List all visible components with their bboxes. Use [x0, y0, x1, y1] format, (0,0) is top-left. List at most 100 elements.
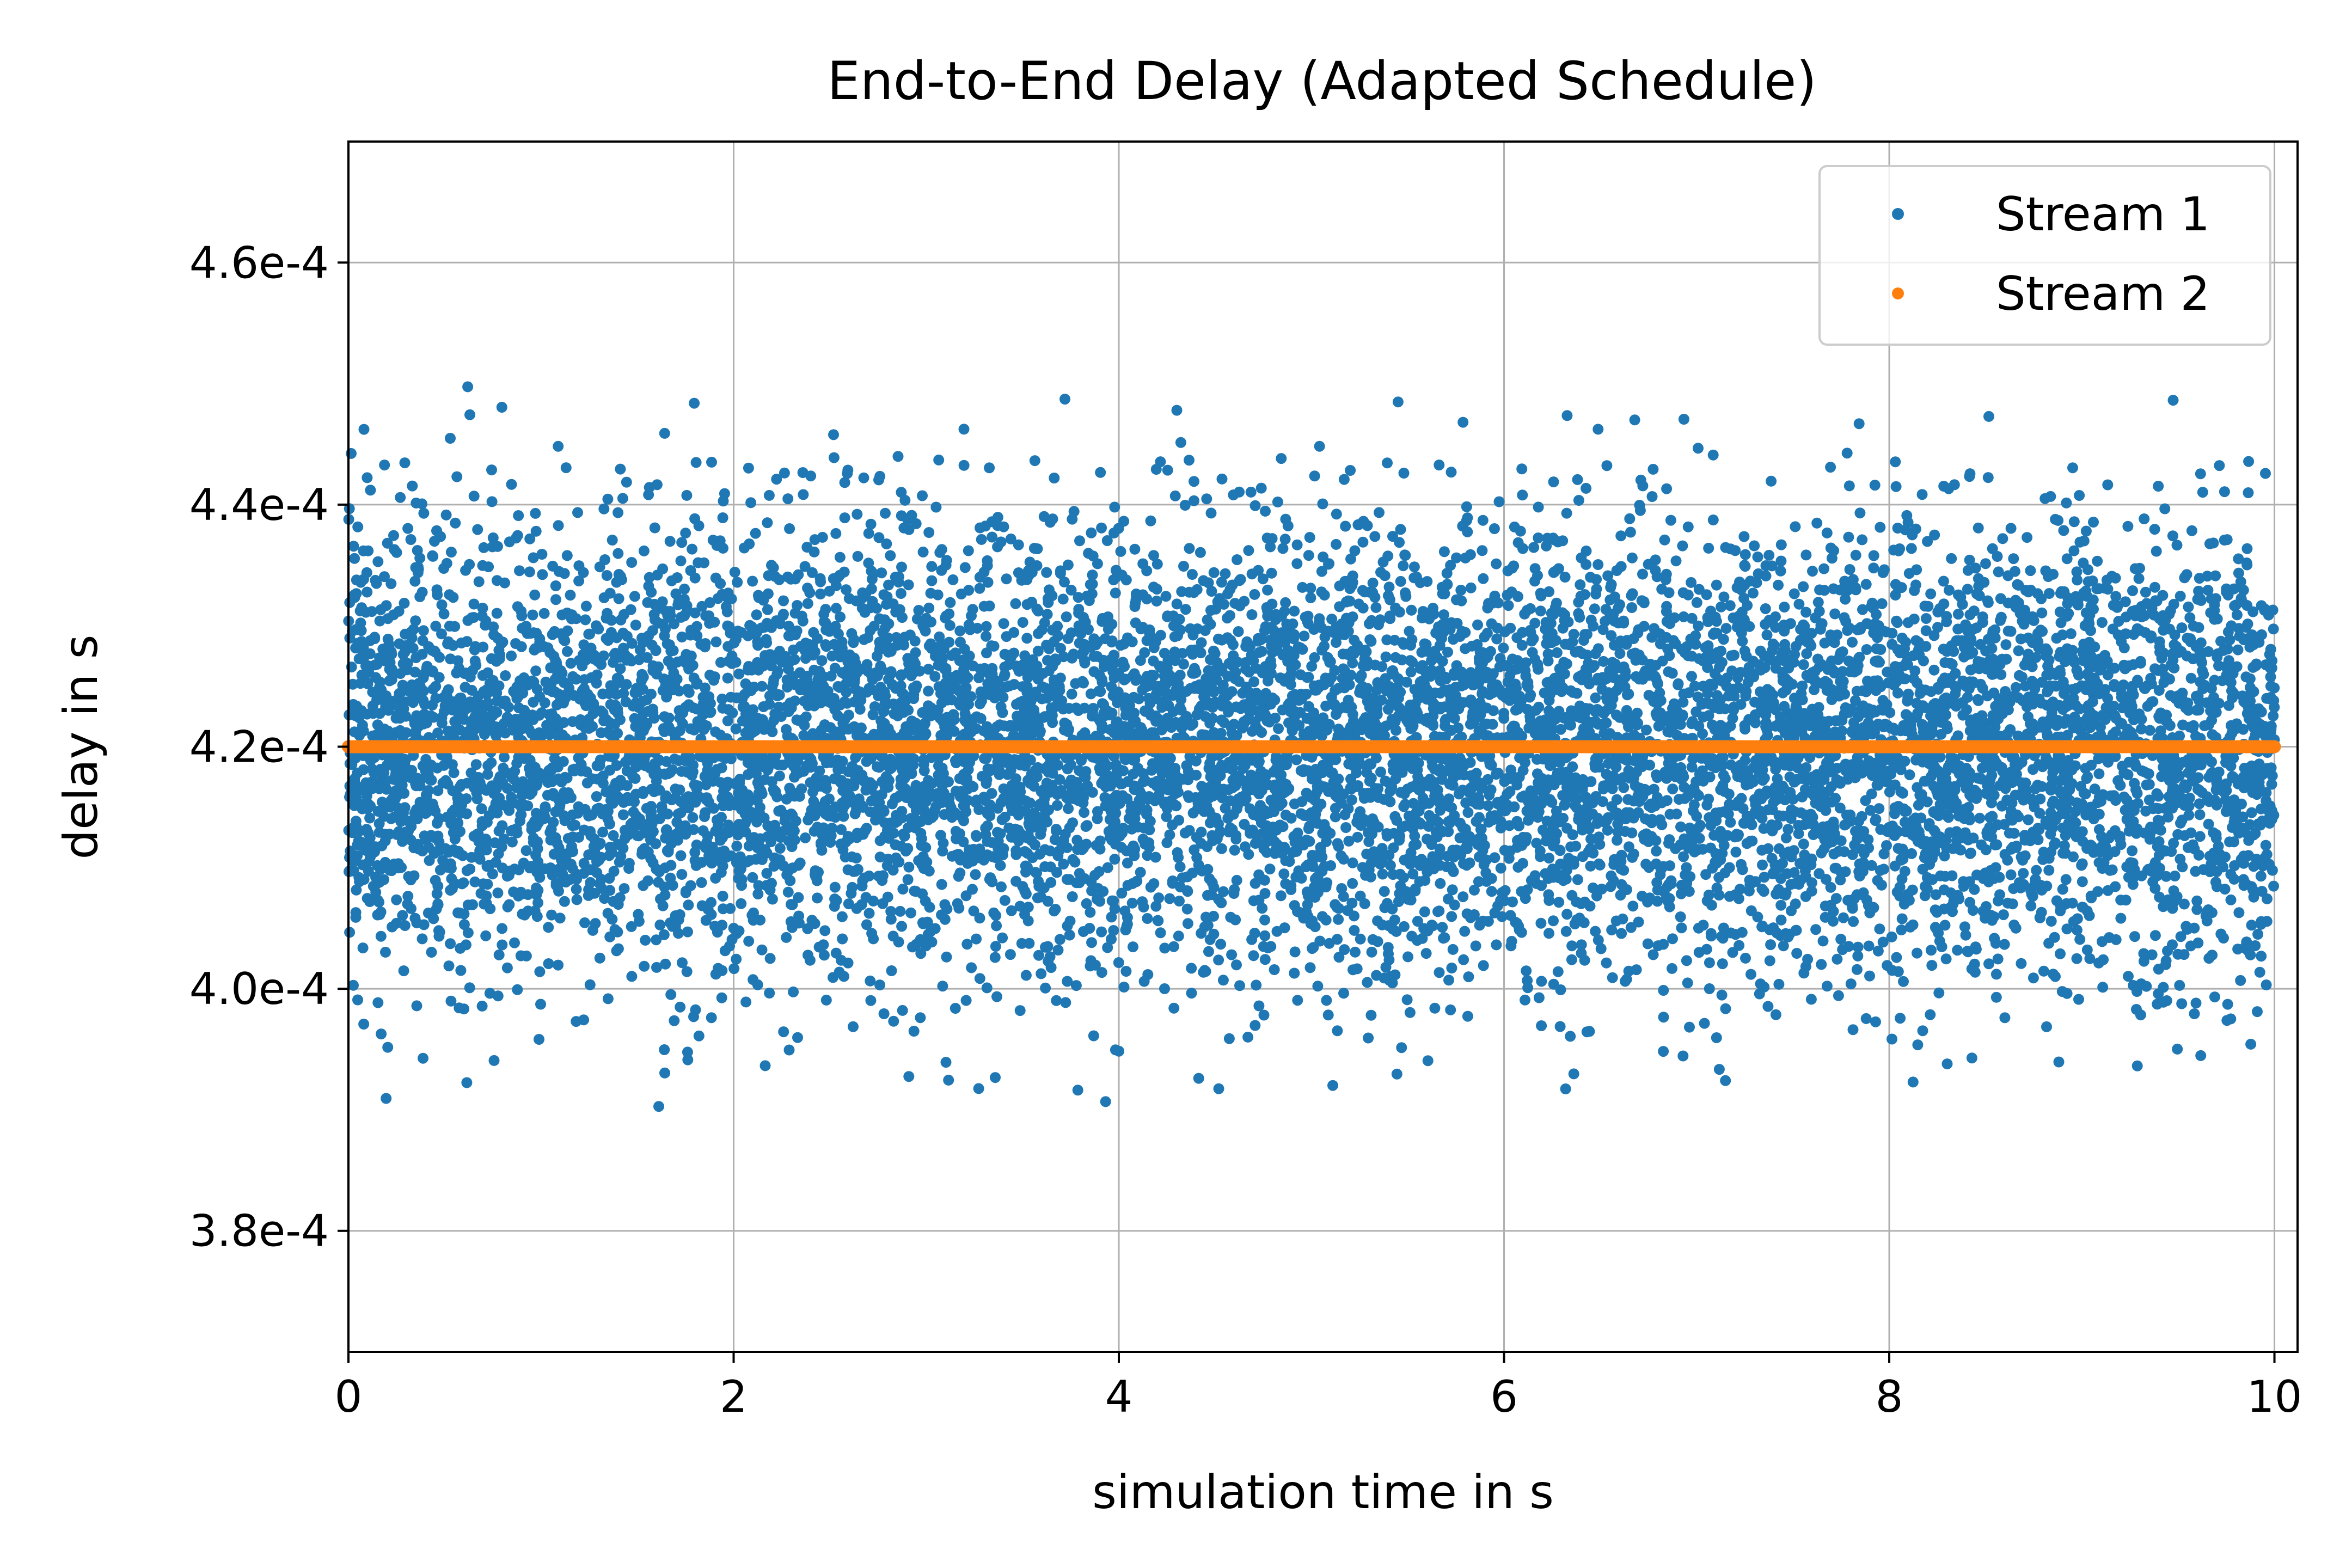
- stream-1-point: [1052, 945, 1064, 955]
- stream-1-point: [682, 1054, 694, 1065]
- stream-1-point: [1113, 523, 1124, 534]
- stream-1-point: [1739, 561, 1751, 572]
- stream-1-point: [626, 557, 638, 568]
- stream-1-point: [1983, 411, 1994, 422]
- stream-1-point: [981, 982, 993, 994]
- stream-1-point: [1161, 811, 1172, 822]
- stream-1-point: [1051, 995, 1062, 1006]
- stream-1-point: [1369, 531, 1381, 542]
- stream-1-point: [1567, 687, 1578, 698]
- stream-1-point: [372, 556, 384, 567]
- stream-1-point: [1005, 533, 1016, 544]
- stream-1-point: [543, 922, 554, 933]
- stream-1-point: [1404, 1007, 1416, 1018]
- stream-1-point: [1041, 567, 1052, 578]
- stream-1-point: [1443, 893, 1454, 905]
- stream-1-point: [1135, 867, 1146, 878]
- stream-1-point: [1291, 539, 1303, 550]
- stream-1-point: [464, 409, 475, 420]
- stream-1-point: [455, 781, 466, 792]
- stream-1-point: [1907, 1076, 1919, 1088]
- stream-1-point: [1860, 1013, 1872, 1024]
- stream-1-point: [1202, 614, 1213, 626]
- stream-1-point: [1974, 812, 1986, 824]
- stream-1-point: [654, 919, 666, 930]
- stream-1-point: [1292, 995, 1303, 1006]
- stream-1-point: [2261, 979, 2272, 990]
- stream-1-point: [720, 601, 732, 612]
- stream-1-point: [1331, 637, 1342, 648]
- stream-1-point: [1952, 609, 1964, 620]
- stream-1-point: [1349, 924, 1360, 936]
- stream-1-point: [409, 912, 421, 924]
- stream-1-point: [630, 620, 641, 631]
- stream-1-point: [2203, 818, 2214, 830]
- stream-1-point: [1841, 448, 1853, 459]
- stream-1-point: [1633, 916, 1644, 928]
- stream-1-point: [388, 530, 399, 541]
- stream-1-point: [1990, 991, 2002, 1003]
- stream-1-point: [2233, 907, 2245, 918]
- stream-1-point: [690, 457, 702, 468]
- stream-1-point: [930, 501, 942, 513]
- stream-1-point: [477, 603, 488, 614]
- stream-1-point: [706, 1012, 717, 1024]
- stream-1-point: [565, 590, 576, 601]
- stream-1-point: [1837, 944, 1848, 955]
- stream-1-point: [1643, 559, 1654, 570]
- stream-1-point: [452, 797, 464, 808]
- stream-1-point: [1461, 501, 1472, 512]
- stream-1-point: [732, 577, 743, 588]
- stream-1-point: [2005, 523, 2017, 534]
- stream-1-point: [2246, 807, 2257, 818]
- stream-1-point: [1554, 1021, 1566, 1032]
- stream-1-point: [2071, 566, 2082, 578]
- stream-1-point: [917, 490, 928, 501]
- stream-1-point: [818, 939, 829, 951]
- stream-1-point: [611, 945, 622, 957]
- stream-1-point: [1438, 933, 1449, 944]
- stream-1-point: [1667, 963, 1677, 974]
- stream-1-point: [2261, 693, 2273, 704]
- stream-1-point: [1331, 509, 1342, 520]
- stream-1-point: [418, 625, 429, 636]
- stream-1-point: [1396, 1042, 1407, 1054]
- stream-1-point: [1604, 594, 1616, 605]
- stream-1-point: [2084, 953, 2096, 964]
- stream-1-point: [910, 647, 921, 658]
- stream-1-point: [1971, 588, 1982, 599]
- stream-1-point: [1028, 543, 1040, 554]
- stream-1-point: [543, 958, 554, 969]
- stream-1-point: [2268, 710, 2279, 721]
- stream-1-point: [1886, 1033, 1897, 1045]
- stream-1-point: [779, 467, 790, 479]
- stream-1-point: [1291, 846, 1302, 857]
- stream-1-point: [608, 830, 619, 841]
- stream-1-point: [1138, 976, 1150, 987]
- stream-1-point: [1535, 587, 1546, 599]
- stream-1-point: [1304, 532, 1315, 543]
- stream-1-point: [716, 992, 727, 1003]
- stream-1-point: [710, 636, 722, 647]
- stream-1-point: [1040, 941, 1051, 953]
- stream-1-point: [486, 757, 497, 768]
- stream-1-point: [1760, 603, 1771, 614]
- stream-1-point: [706, 456, 717, 468]
- stream-1-point: [2110, 881, 2121, 892]
- stream-1-point: [524, 533, 536, 544]
- stream-1-point: [936, 544, 947, 555]
- stream-1-point: [778, 1026, 789, 1038]
- stream-1-point: [1775, 555, 1787, 567]
- stream-1-point: [814, 765, 825, 777]
- stream-1-point: [1459, 926, 1471, 937]
- stream-1-point: [689, 397, 700, 409]
- stream-1-point: [1872, 945, 1884, 957]
- stream-1-point: [1314, 935, 1326, 947]
- stream-1-point: [663, 656, 674, 667]
- stream-1-point: [835, 611, 846, 623]
- stream-1-point: [1036, 968, 1047, 979]
- stream-1-point: [1473, 833, 1485, 844]
- stream-1-point: [559, 896, 570, 907]
- stream-1-point: [1898, 976, 1909, 987]
- stream-1-point: [2074, 934, 2086, 945]
